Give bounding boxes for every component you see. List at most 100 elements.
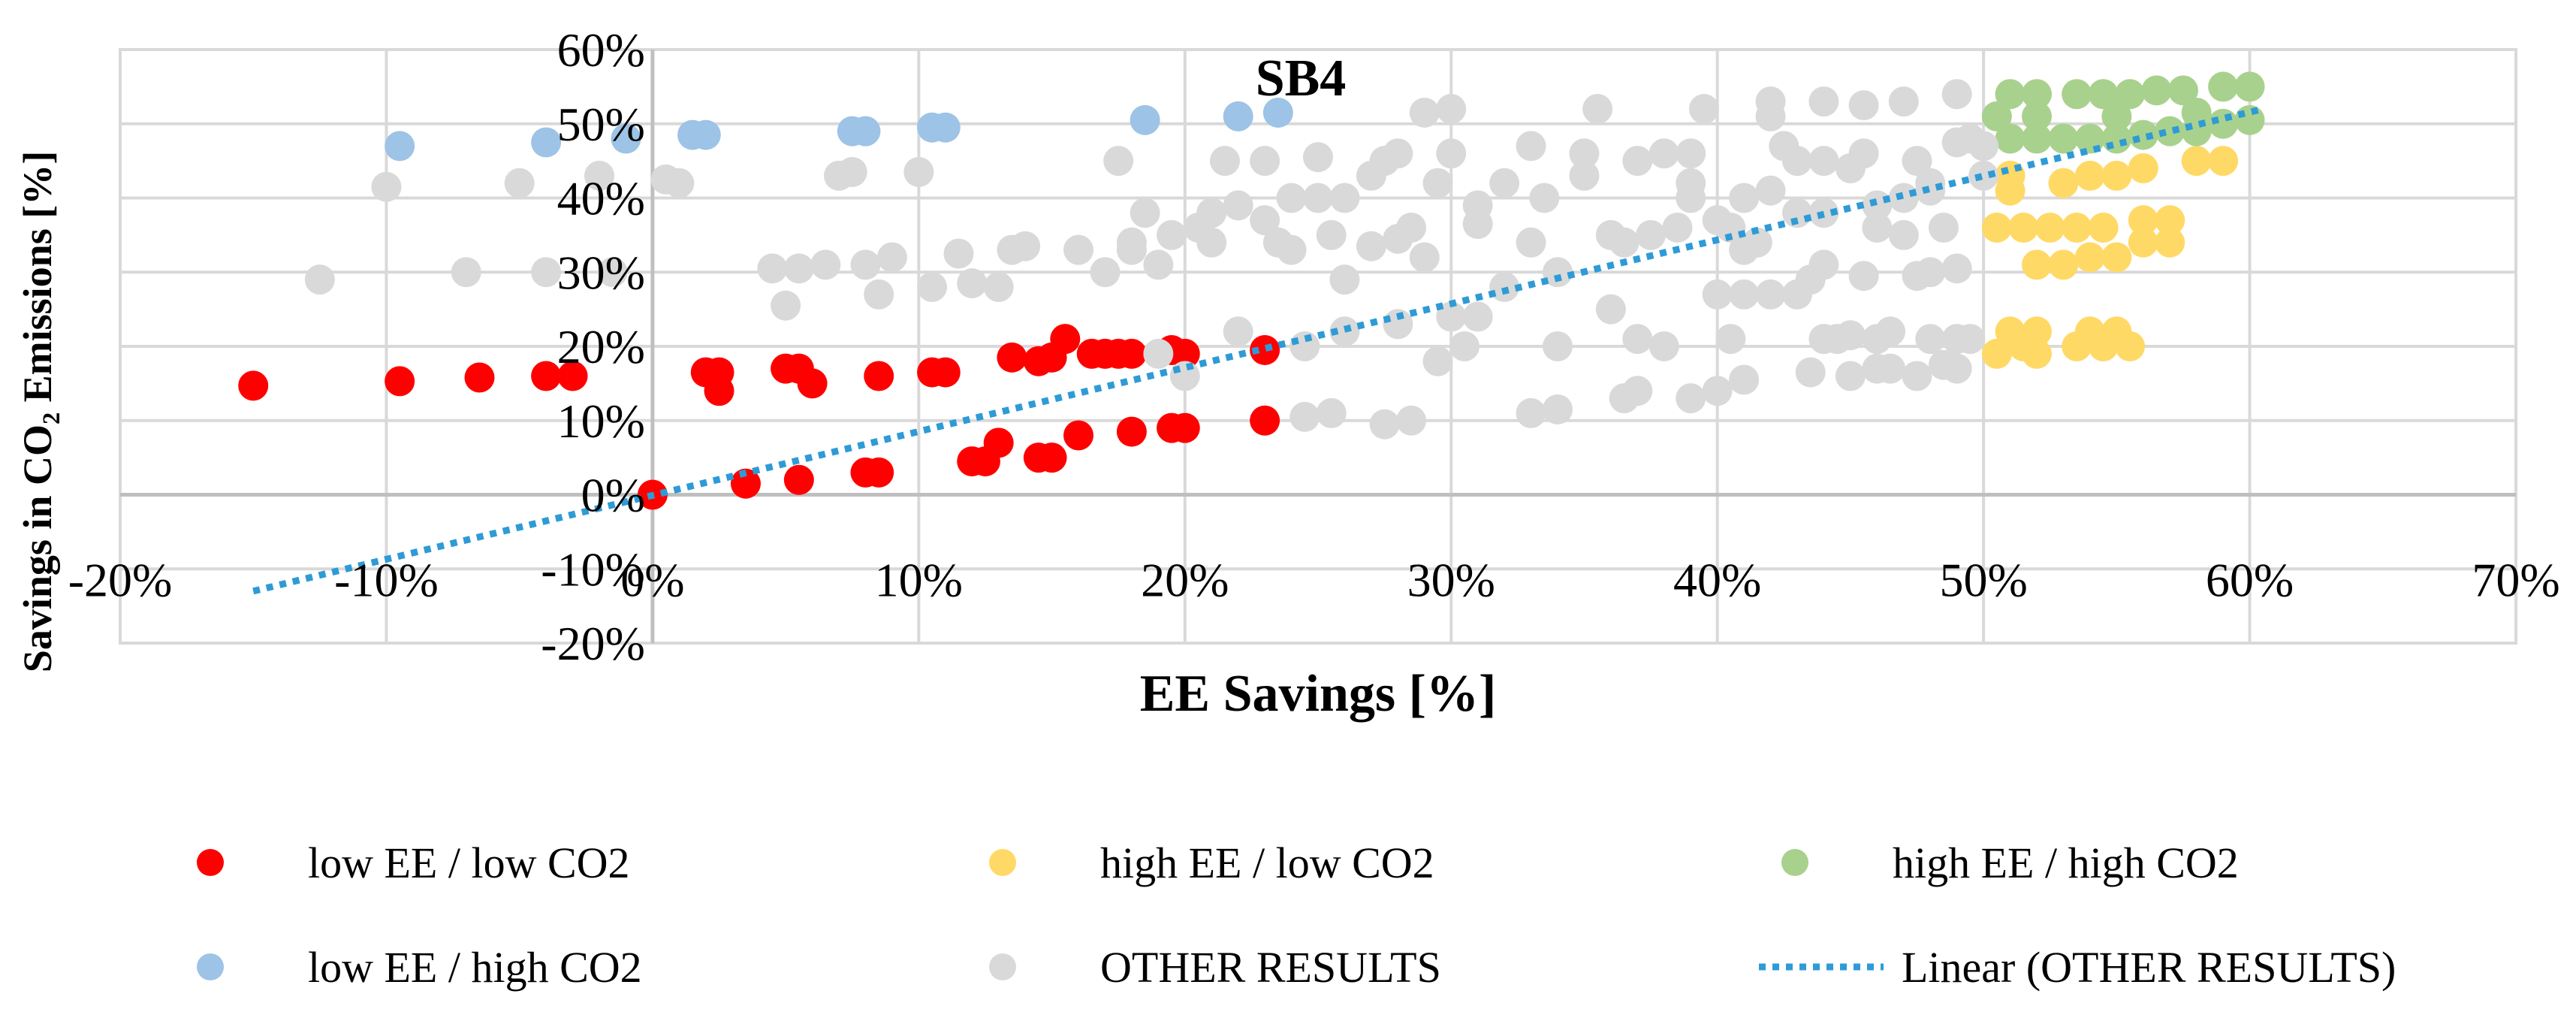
legend-label: low EE / low CO2 xyxy=(308,838,630,887)
data-point-other-results xyxy=(1622,376,1653,406)
y-tick-label: 20% xyxy=(557,320,645,373)
data-point-other-results xyxy=(1928,349,1959,380)
data-point-other-results xyxy=(757,253,788,284)
legend-marker-swatch xyxy=(1781,849,1808,876)
data-point-low-ee-low-co2 xyxy=(1116,338,1147,369)
data-point-other-results xyxy=(1462,301,1493,332)
data-point-other-results xyxy=(1595,219,1626,250)
data-point-other-results xyxy=(1329,183,1360,213)
data-point-high-ee-high-co2 xyxy=(2234,104,2265,135)
data-point-low-ee-low-co2 xyxy=(1169,338,1200,369)
data-point-other-results xyxy=(1569,138,1600,169)
data-point-high-ee-high-co2 xyxy=(2022,79,2052,110)
legend-label: high EE / low CO2 xyxy=(1100,838,1434,887)
data-point-other-results xyxy=(1396,405,1427,436)
axis-layer xyxy=(120,50,2516,643)
data-point-other-results xyxy=(1436,94,1467,124)
data-point-other-results xyxy=(371,171,402,202)
data-point-low-ee-low-co2 xyxy=(997,342,1027,373)
data-point-low-ee-high-co2 xyxy=(1262,97,1293,128)
data-point-high-ee-high-co2 xyxy=(2115,79,2146,110)
data-point-low-ee-low-co2 xyxy=(531,361,562,391)
data-point-other-results xyxy=(1209,146,1240,177)
data-point-other-results xyxy=(1303,142,1333,173)
data-point-low-ee-low-co2 xyxy=(238,370,269,401)
data-point-low-ee-high-co2 xyxy=(690,119,721,150)
data-point-other-results xyxy=(1941,127,1972,158)
x-tick-label: -10% xyxy=(334,554,439,607)
data-point-high-ee-high-co2 xyxy=(2128,119,2158,150)
data-point-other-results xyxy=(1422,168,1453,198)
data-point-other-results xyxy=(1529,183,1560,213)
legend-label: high EE / high CO2 xyxy=(1893,838,2239,887)
data-point-other-results xyxy=(1636,219,1667,250)
data-point-other-results xyxy=(771,290,801,321)
data-point-high-ee-high-co2 xyxy=(2234,71,2265,102)
x-tick-label: 0% xyxy=(620,554,684,607)
data-point-other-results xyxy=(1250,205,1280,236)
data-point-other-results xyxy=(1662,213,1693,243)
data-point-other-results xyxy=(1169,361,1200,391)
data-point-other-results xyxy=(1543,331,1573,361)
data-point-other-results xyxy=(451,257,481,288)
data-point-other-results xyxy=(864,279,894,310)
data-point-other-results xyxy=(1702,376,1733,406)
data-point-other-results xyxy=(1755,279,1786,310)
data-point-other-results xyxy=(1409,242,1440,273)
data-point-other-results xyxy=(597,257,628,288)
data-point-other-results xyxy=(1223,316,1253,347)
y-tick-label: 60% xyxy=(557,23,645,77)
data-point-other-results xyxy=(1915,324,1946,355)
data-point-high-ee-high-co2 xyxy=(2048,123,2079,154)
data-point-high-ee-high-co2 xyxy=(1995,123,2026,154)
data-point-other-results xyxy=(1862,213,1893,243)
data-point-other-results xyxy=(1702,279,1733,310)
data-point-other-results xyxy=(531,257,562,288)
data-point-other-results xyxy=(1782,146,1812,177)
data-point-low-ee-high-co2 xyxy=(611,123,641,154)
data-point-other-results xyxy=(1729,279,1760,310)
legend-label: Linear (OTHER RESULTS) xyxy=(1902,943,2396,992)
data-point-other-results xyxy=(876,242,907,273)
y-tick-label: -20% xyxy=(541,617,645,670)
trendline xyxy=(252,105,2264,595)
x-tick-label: -20% xyxy=(68,554,173,607)
data-point-other-results xyxy=(1103,146,1134,177)
y-tick-label: 40% xyxy=(557,172,645,225)
data-point-high-ee-low-co2 xyxy=(2155,227,2185,258)
data-point-other-results xyxy=(1915,257,1946,288)
data-point-other-results xyxy=(1316,219,1347,250)
data-point-other-results xyxy=(1782,198,1812,228)
data-point-low-ee-low-co2 xyxy=(783,464,814,495)
data-point-other-results xyxy=(1116,227,1147,258)
y-axis-label: Savings in CO₂ Emissions [%] xyxy=(15,151,60,672)
data-point-high-ee-low-co2 xyxy=(2128,227,2158,258)
data-point-other-results xyxy=(1223,190,1253,221)
data-point-other-results xyxy=(1516,131,1546,162)
legend: low EE / low CO2 high EE / low CO2 high EE… xyxy=(197,838,2396,992)
data-point-low-ee-high-co2 xyxy=(385,131,415,162)
data-point-low-ee-high-co2 xyxy=(531,127,562,158)
data-point-high-ee-low-co2 xyxy=(2128,205,2158,236)
data-point-other-results xyxy=(1676,183,1706,213)
y-tick-label: 30% xyxy=(557,246,645,299)
x-tick-label: 50% xyxy=(1939,554,2027,607)
y-tick-label: -10% xyxy=(541,542,645,596)
data-point-other-results xyxy=(1090,257,1121,288)
data-point-high-ee-high-co2 xyxy=(2181,97,2212,128)
data-point-other-results xyxy=(1902,361,1932,391)
data-point-high-ee-low-co2 xyxy=(2101,316,2132,347)
data-point-other-results xyxy=(1356,160,1386,191)
data-point-low-ee-high-co2 xyxy=(930,112,961,143)
tick-labels-layer: -20%-10%0%10%20%30%40%50%60%-20% -10% 0% 10… xyxy=(68,23,2560,670)
data-point-other-results xyxy=(1622,324,1653,355)
data-point-low-ee-low-co2 xyxy=(864,457,894,488)
data-point-other-results xyxy=(1436,301,1467,332)
data-point-high-ee-low-co2 xyxy=(2074,242,2105,273)
data-point-other-results xyxy=(983,272,1014,302)
data-point-low-ee-low-co2 xyxy=(730,468,761,499)
data-point-high-ee-high-co2 xyxy=(1981,101,2012,131)
data-point-high-ee-low-co2 xyxy=(2101,242,2132,273)
